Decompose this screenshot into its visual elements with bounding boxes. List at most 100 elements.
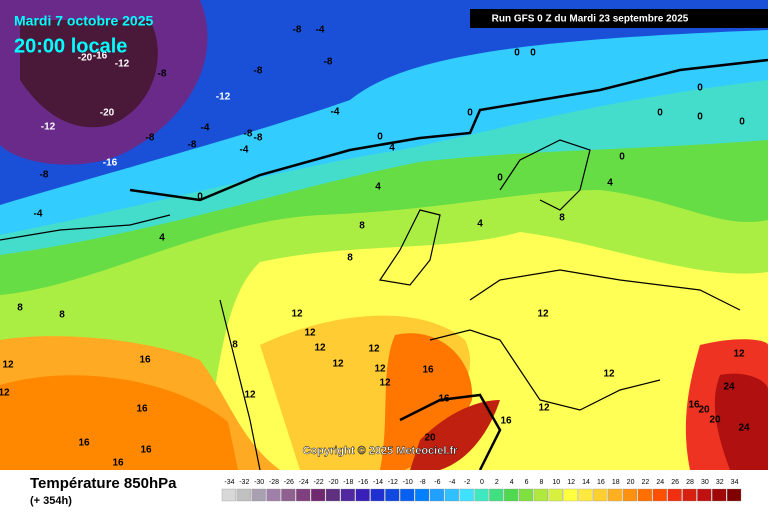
contour-label: -8 — [293, 25, 302, 36]
contour-label: -20 — [78, 53, 93, 64]
color-swatch — [667, 488, 682, 502]
colorbar-label: -10 — [403, 479, 413, 486]
color-swatch — [444, 488, 459, 502]
contour-label: 0 — [467, 108, 473, 119]
contour-label: 4 — [375, 182, 381, 193]
contour-label: 0 — [497, 173, 503, 184]
contour-label: 8 — [559, 213, 565, 224]
colorbar-label: -8 — [419, 479, 425, 486]
forecast-time: 20:00 locale — [14, 35, 127, 57]
colorbar-label: 16 — [597, 479, 605, 486]
contour-label: -8 — [254, 133, 263, 144]
contour-label: 12 — [368, 344, 380, 355]
color-swatch — [697, 488, 712, 502]
contour-label: -12 — [216, 92, 231, 103]
color-swatch — [712, 488, 727, 502]
colorbar-label: 0 — [480, 479, 484, 486]
contour-label: -20 — [100, 108, 115, 119]
color-swatch — [370, 488, 385, 502]
contour-label: 12 — [244, 390, 256, 401]
colorbar-label: -24 — [299, 479, 309, 486]
color-swatch — [637, 488, 653, 502]
color-swatch — [593, 488, 608, 502]
coastlines — [0, 58, 768, 471]
contour-label: 8 — [59, 310, 65, 321]
contour-label: 12 — [0, 388, 10, 399]
contour-label: 12 — [374, 364, 386, 375]
color-swatch — [310, 488, 326, 502]
colorbar-label: -28 — [269, 479, 279, 486]
contour-label: 12 — [304, 328, 316, 339]
legend-subtitle: (+ 354h) — [30, 495, 72, 507]
contour-label: -16 — [93, 51, 108, 62]
color-swatch — [429, 488, 445, 502]
colorbar: -34 -32 -30 -28 -26 -24 -22 -20 -18 -16 -14 -12 -10-… — [221, 479, 742, 502]
contour-label: 16 — [139, 355, 151, 366]
colorbar-label: 12 — [567, 479, 575, 486]
contour-label: 16 — [78, 438, 90, 449]
contour-label: -8 — [188, 140, 197, 151]
color-swatch — [518, 488, 534, 502]
color-swatch — [533, 488, 549, 502]
contour-label: 8 — [17, 303, 23, 314]
color-swatch — [340, 488, 355, 502]
color-swatch — [400, 488, 415, 502]
contour-label: 16 — [422, 365, 434, 376]
contour-label: 0 — [514, 48, 520, 59]
colorbar-label: -34 — [224, 479, 234, 486]
contour-label: -12 — [41, 122, 56, 133]
colorbar-label: 24 — [656, 479, 664, 486]
contour-label: -12 — [115, 59, 130, 70]
contour-label: 16 — [136, 404, 148, 415]
colorbar-label: 26 — [671, 479, 679, 486]
colorbar-label: -4 — [449, 479, 455, 486]
color-swatch — [281, 488, 296, 502]
colorbar-label: 2 — [495, 479, 499, 486]
color-swatch — [385, 488, 400, 502]
contour-label: -8 — [244, 129, 253, 140]
color-swatch — [236, 488, 251, 502]
contour-label: -8 — [254, 66, 263, 77]
contour-label: 12 — [314, 343, 326, 354]
contour-label: 8 — [232, 340, 238, 351]
contour-label: -4 — [316, 25, 325, 36]
color-swatch — [266, 488, 281, 502]
contour-labels: -20 -16-12-8-12-20-16-8-4-12-8-8 -4-8-4-4-… — [0, 25, 750, 469]
contour-label: 20 — [698, 405, 710, 416]
contour-label: -8 — [40, 170, 49, 181]
colorbar-label: 4 — [510, 479, 514, 486]
contour-label: 0 — [739, 117, 745, 128]
color-swatch — [608, 488, 623, 502]
contour-label: 0 — [377, 132, 383, 143]
run-box — [470, 9, 768, 28]
color-swatch — [548, 488, 563, 502]
contour-label: 20 — [709, 415, 721, 426]
contour-label: 4 — [159, 233, 165, 244]
color-swatch — [251, 488, 266, 502]
color-swatch — [622, 488, 638, 502]
contour-label: 12 — [537, 309, 549, 320]
colorbar-label: 28 — [686, 479, 694, 486]
color-swatch — [563, 488, 578, 502]
contour-label: -8 — [158, 69, 167, 80]
contour-label: 16 — [140, 445, 152, 456]
color-swatch — [325, 488, 341, 502]
contour-label: 24 — [738, 423, 750, 434]
contour-label: 16 — [438, 394, 450, 405]
contour-label: -8 — [146, 133, 155, 144]
colorbar-label: -26 — [284, 479, 294, 486]
contour-label: 16 — [112, 458, 124, 469]
contour-label: 12 — [291, 309, 303, 320]
colorbar-label: -16 — [358, 479, 368, 486]
colorbar-label: 6 — [525, 479, 529, 486]
contour-label: 12 — [379, 378, 391, 389]
color-swatch — [682, 488, 697, 502]
colorbar-label: -22 — [314, 479, 324, 486]
run-info: Run GFS 0 Z du Mardi 23 septembre 2025 — [492, 14, 689, 25]
map-background — [0, 0, 768, 470]
color-swatch — [726, 488, 742, 502]
contour-label: 8 — [359, 221, 365, 232]
color-swatch — [414, 488, 430, 502]
contour-label: 12 — [2, 360, 14, 371]
contour-label: -4 — [240, 145, 249, 156]
